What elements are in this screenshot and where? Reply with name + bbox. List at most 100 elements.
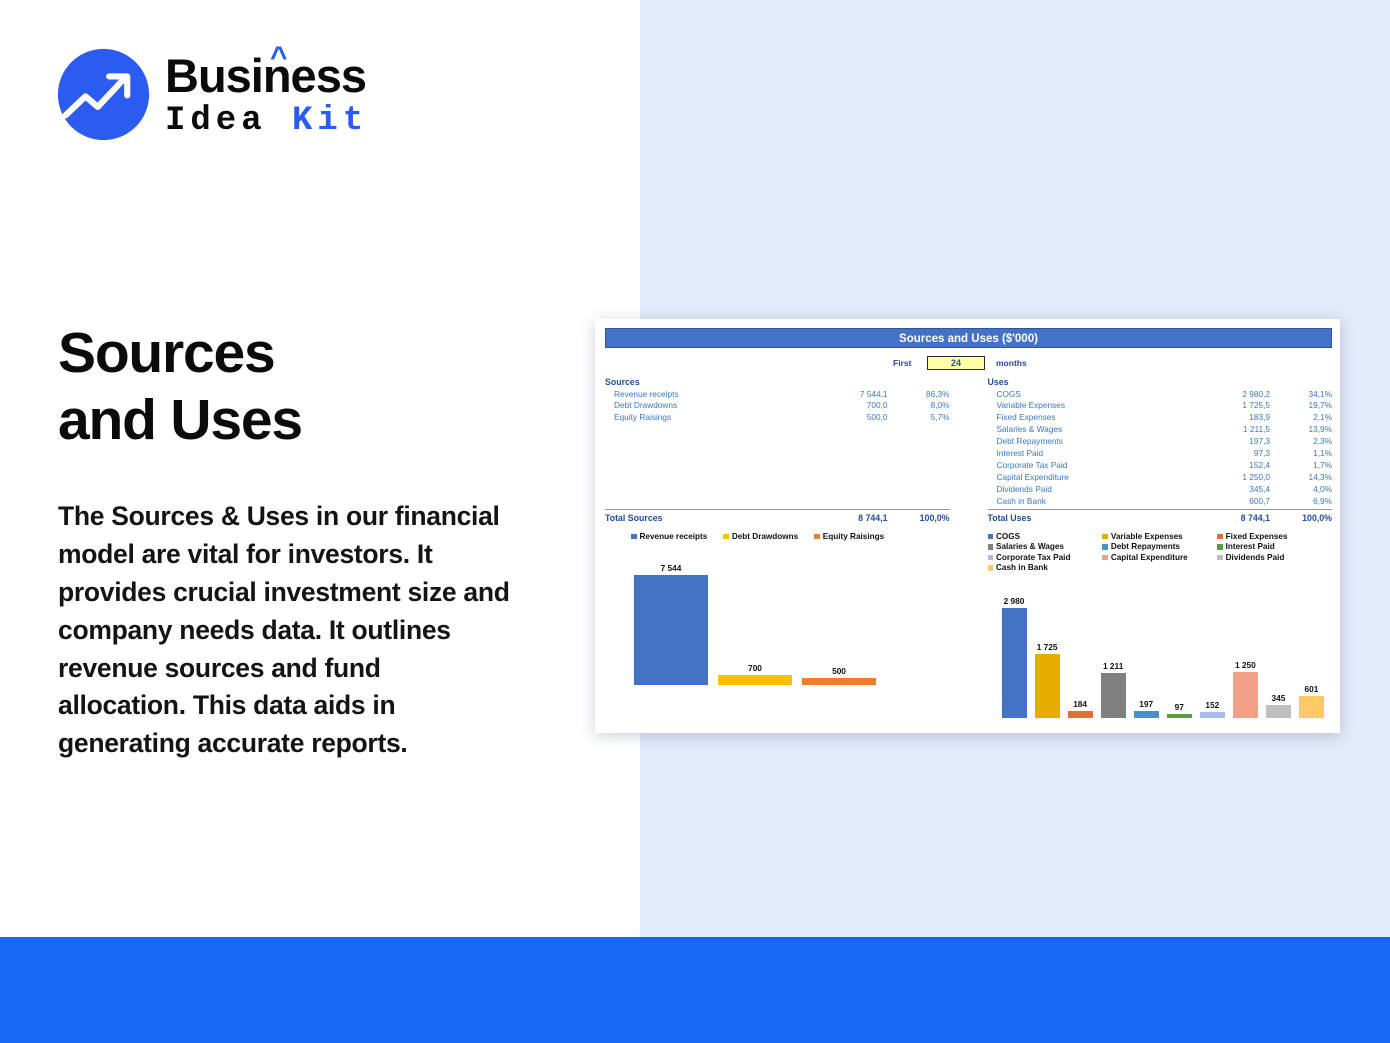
sources-row-percent: 8,0% <box>930 400 950 411</box>
legend-item[interactable]: Equity Raisings <box>814 532 884 541</box>
uses-row-label: Variable Expenses <box>996 400 1066 411</box>
table-row: COGS 2 980,2 34,1% <box>988 389 1333 401</box>
legend-item[interactable]: Salaries & Wages <box>987 542 1103 552</box>
legend-item[interactable]: Cash in Bank <box>987 563 1103 572</box>
legend-item[interactable]: Debt Repayments <box>1102 542 1217 551</box>
table-row: Variable Expenses 1 725,5 19,7% <box>988 400 1333 412</box>
months-input[interactable]: 24 <box>927 356 985 370</box>
legend-swatch-icon <box>1102 544 1108 550</box>
legend-swatch-icon <box>1217 544 1223 550</box>
bar-value-label: 601 <box>1304 683 1319 694</box>
bar[interactable] <box>1199 712 1225 718</box>
period-prefix-label: First <box>893 358 912 368</box>
bar-group[interactable]: 152 <box>1196 580 1229 718</box>
legend-item[interactable]: Variable Expenses <box>1102 532 1217 541</box>
bar-group[interactable]: 1 250 <box>1229 580 1262 718</box>
uses-row-value: 97,3 <box>1253 447 1270 458</box>
brand-tagline: Idea Kit <box>165 104 368 138</box>
legend-item[interactable]: Debt Drawdowns <box>723 532 798 541</box>
legend-label: Corporate Tax Paid <box>996 552 1071 562</box>
bar[interactable] <box>1034 654 1060 718</box>
uses-row-percent: 2,3% <box>1313 436 1332 447</box>
sources-table: Sources Revenue receipts 7 544,1 86,3% Debt… <box>605 377 950 523</box>
bar[interactable] <box>1298 695 1324 718</box>
bar[interactable] <box>718 674 792 685</box>
sources-row-percent: 86,3% <box>925 388 950 399</box>
bar[interactable] <box>1265 705 1291 718</box>
legend-swatch-icon <box>987 533 993 540</box>
legend-item[interactable]: Dividends Paid <box>1217 553 1332 562</box>
bar-value-label: 7 544 <box>660 562 682 573</box>
bar-value-label: 500 <box>832 665 846 676</box>
legend-item[interactable]: Corporate Tax Paid <box>987 552 1103 562</box>
uses-total-pct: 100,0% <box>1302 512 1332 523</box>
legend-item[interactable]: Fixed Expenses <box>1217 532 1332 541</box>
table-row-spacer <box>605 496 950 508</box>
bar-group[interactable]: 1 725 <box>1031 580 1064 718</box>
legend-item[interactable]: COGS <box>987 531 1103 541</box>
table-row: Salaries & Wages 1 211,5 13,9% <box>988 424 1333 436</box>
legend-item[interactable]: Capital Expenditure <box>1102 553 1217 562</box>
bar-group[interactable]: 601 <box>1295 580 1328 718</box>
legend-label: Salaries & Wages <box>996 542 1064 552</box>
uses-row-value: 1 250,0 <box>1242 471 1270 482</box>
sources-row-value: 700,0 <box>866 400 888 411</box>
charts-container: Revenue receipts Debt Drawdowns Equity Rai… <box>605 532 1332 718</box>
bar-group[interactable]: 345 <box>1262 580 1295 718</box>
sources-row-label: Equity Raisings <box>614 412 672 423</box>
sources-table-header: Sources <box>605 377 640 387</box>
uses-row-value: 1 725,5 <box>1242 400 1270 411</box>
bar[interactable] <box>1100 673 1126 718</box>
bar-group[interactable]: 184 <box>1064 580 1097 718</box>
legend-swatch-icon <box>987 565 993 571</box>
bar-group[interactable]: 500 <box>797 547 881 685</box>
legend-label: Fixed Expenses <box>1225 531 1288 541</box>
sources-rows: Revenue receipts 7 544,1 86,3% Debt Drawdow… <box>605 389 950 508</box>
table-row: Capital Expenditure 1 250,0 14,3% <box>988 472 1333 484</box>
bar[interactable] <box>1001 607 1027 718</box>
bar-value-label: 345 <box>1271 693 1286 704</box>
brand-logo[interactable]: Business ^ Idea Kit <box>56 42 368 142</box>
legend-swatch-icon <box>987 554 993 561</box>
uses-row-label: Cash in Bank <box>996 495 1046 506</box>
uses-row-percent: 13,9% <box>1308 424 1332 435</box>
bar[interactable] <box>1133 710 1159 718</box>
legend-label: Revenue receipts <box>639 531 708 541</box>
bar[interactable] <box>1232 671 1258 718</box>
bar[interactable] <box>802 677 876 685</box>
legend-label: COGS <box>996 531 1021 541</box>
legend-label: Capital Expenditure <box>1110 552 1188 562</box>
bar-group[interactable]: 197 <box>1130 580 1163 718</box>
table-row: Debt Repayments 197,3 2,3% <box>988 436 1333 448</box>
uses-chart: COGS Variable Expenses Fixed Expenses Salar… <box>987 531 1333 718</box>
brand-word-idea: Idea <box>165 101 267 140</box>
bar[interactable] <box>1166 713 1192 718</box>
bar-group[interactable]: 7 544 <box>629 547 713 685</box>
bar-group[interactable]: 97 <box>1163 580 1196 718</box>
bar-group[interactable]: 2 980 <box>998 580 1031 718</box>
brand-word-business-text: Business <box>165 48 367 102</box>
bar[interactable] <box>1067 711 1093 718</box>
period-selector-row: First 24 months <box>605 355 1332 371</box>
uses-row-percent: 2,1% <box>1313 412 1332 423</box>
table-row-spacer <box>605 460 950 472</box>
legend-item[interactable]: Interest Paid <box>1217 542 1332 551</box>
uses-row-label: Capital Expenditure <box>996 471 1069 482</box>
table-row: Debt Drawdowns 700,0 8,0% <box>605 400 950 412</box>
bar[interactable] <box>634 574 708 685</box>
bar-group[interactable]: 700 <box>713 547 797 685</box>
uses-chart-plot: 2 980 1 725 184 1 211 197 97 152 1 250 345 601 <box>988 580 1333 718</box>
legend-label: Interest Paid <box>1225 542 1275 552</box>
bar-value-label: 2 980 <box>1003 595 1025 606</box>
sources-chart-plot: 7 544 700 500 <box>605 547 950 685</box>
bar-group[interactable]: 1 211 <box>1097 580 1130 718</box>
sources-total-label: Total Sources <box>605 512 663 523</box>
bar-value-label: 152 <box>1205 700 1220 711</box>
spreadsheet: Sources and Uses ($'000) First 24 months… <box>605 328 1332 724</box>
brand-word-kit: Kit <box>292 101 369 140</box>
table-row-spacer <box>605 472 950 484</box>
sources-chart-legend: Revenue receipts Debt Drawdowns Equity Rai… <box>605 532 950 541</box>
left-white-panel <box>0 0 640 937</box>
uses-row-value: 600,7 <box>1249 495 1270 506</box>
legend-item[interactable]: Revenue receipts <box>631 532 707 541</box>
